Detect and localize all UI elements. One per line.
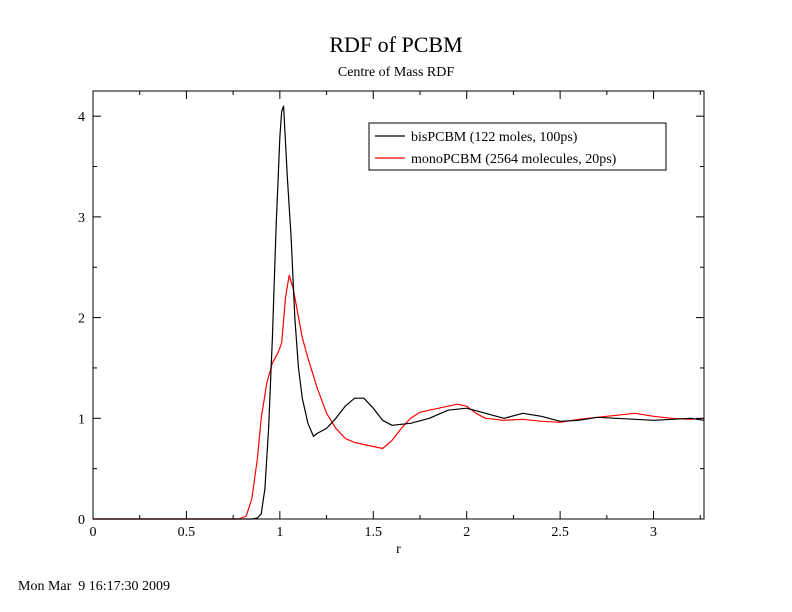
series-line-monopcbm — [93, 274, 705, 520]
axis-layer: 0 0.5 1 1.5 2 2.5 3 0 1 2 3 4 — [78, 91, 704, 540]
y-tick-label: 3 — [78, 211, 85, 226]
plot-frame — [92, 90, 705, 520]
legend-entry-label: bisPCBM (122 moles, 100ps) — [411, 130, 578, 145]
x-tick-label: 1 — [276, 525, 283, 540]
x-tick-label: 2 — [463, 525, 470, 540]
x-tick-label: 2.5 — [551, 525, 569, 540]
y-tick-label: 1 — [78, 412, 85, 427]
series-line-bispcbm — [93, 105, 705, 520]
legend: bisPCBM (122 moles, 100ps) monoPCBM (2564… — [368, 122, 667, 171]
footer-timestamp: Mon Mar 9 16:17:30 2009 — [18, 579, 171, 594]
series-layer — [93, 105, 705, 520]
chart-subtitle: Centre of Mass RDF — [337, 65, 455, 80]
x-tick-label: 3 — [650, 525, 657, 540]
x-axis-label: r — [396, 542, 401, 557]
y-tick-label: 4 — [78, 110, 85, 125]
chart-title: RDF of PCBM — [329, 32, 463, 57]
legend-box — [368, 122, 667, 171]
x-tick-label: 0.5 — [178, 525, 196, 540]
x-tick-label: 0 — [90, 525, 97, 540]
y-tick-label: 2 — [78, 312, 85, 327]
y-tick-label: 0 — [78, 513, 85, 528]
x-tick-label: 1.5 — [365, 525, 383, 540]
legend-entry-label: monoPCBM (2564 molecules, 20ps) — [411, 152, 617, 167]
